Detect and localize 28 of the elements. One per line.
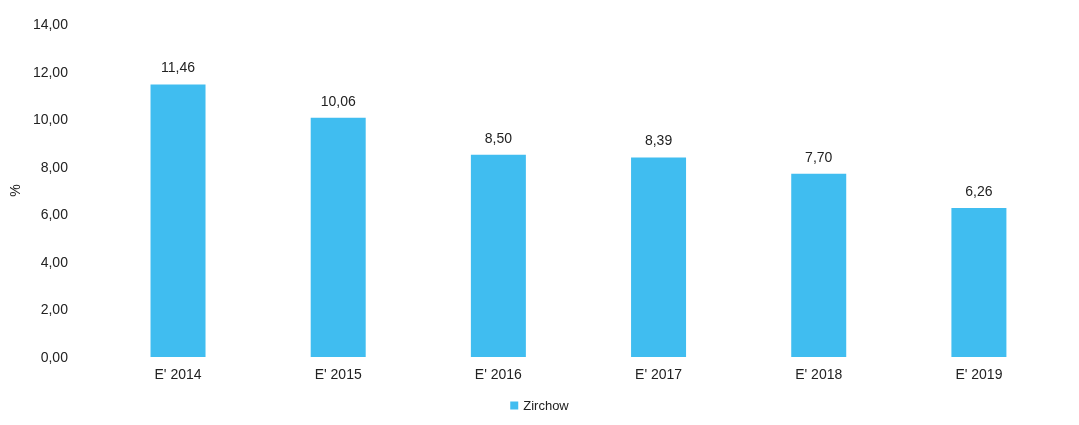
data-label: 11,46 — [161, 59, 196, 76]
y-tick-label: 14,00 — [32, 16, 69, 32]
data-label: 8,50 — [484, 129, 513, 146]
y-axis-title: % — [7, 184, 23, 197]
data-label: 7,70 — [805, 148, 833, 165]
legend-label: Zirchow — [523, 398, 570, 413]
y-tick-label: 2,00 — [40, 301, 69, 318]
x-tick-label: E' 2014 — [154, 366, 202, 382]
y-tick-label: 4,00 — [40, 253, 69, 270]
y-tick-label: 8,00 — [40, 158, 69, 175]
y-tick-label: 6,00 — [40, 206, 69, 223]
data-label: 10,06 — [320, 92, 356, 109]
y-tick-label: 12,00 — [32, 63, 69, 80]
y-tick-label: 0,00 — [40, 349, 69, 365]
bar — [150, 84, 206, 357]
x-tick-label: E' 2016 — [474, 366, 523, 382]
bar — [791, 173, 847, 357]
data-label: 8,39 — [644, 132, 673, 149]
x-tick-label: E' 2015 — [314, 366, 362, 382]
bar — [470, 154, 526, 357]
y-tick-label: 10,00 — [32, 111, 69, 128]
bar — [951, 208, 1007, 357]
bar — [631, 157, 687, 357]
x-tick-label: E' 2019 — [955, 366, 1003, 382]
data-label: 6,26 — [965, 183, 993, 200]
bar — [310, 117, 366, 357]
x-tick-label: E' 2018 — [795, 366, 843, 382]
x-tick-label: E' 2017 — [635, 366, 683, 382]
